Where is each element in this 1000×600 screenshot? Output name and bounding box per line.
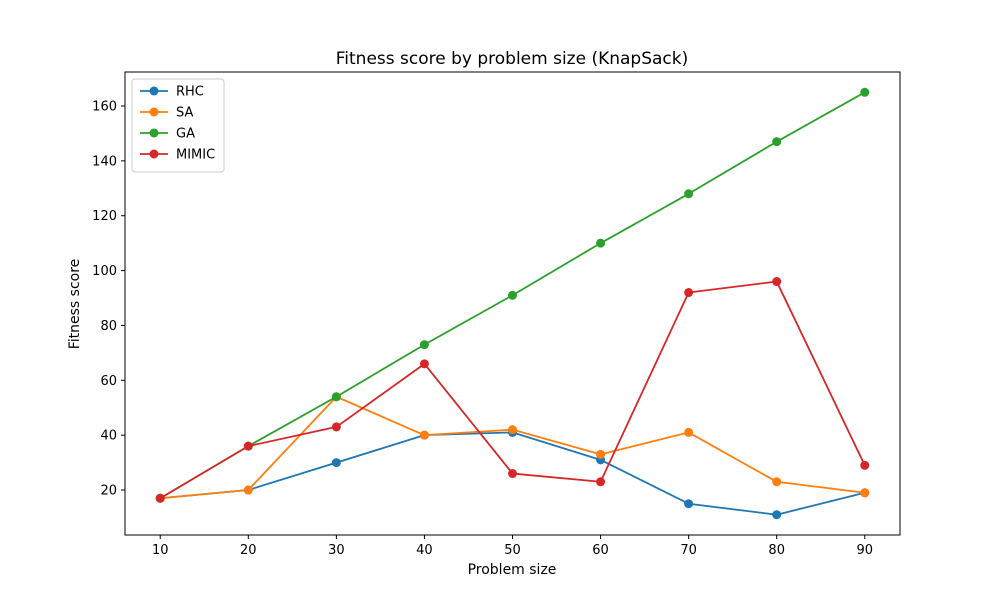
- data-point-sa: [596, 449, 606, 459]
- data-point-ga: [331, 392, 341, 402]
- x-tick-label: 90: [856, 543, 873, 558]
- data-point-mimic: [331, 422, 341, 432]
- data-point-rhc: [331, 458, 341, 468]
- data-point-sa: [772, 477, 782, 487]
- data-point-sa: [243, 485, 253, 495]
- data-point-sa: [419, 430, 429, 440]
- y-tick-label: 40: [100, 429, 117, 444]
- chart-title: Fitness score by problem size (KnapSack): [336, 49, 689, 69]
- data-point-mimic: [860, 460, 870, 470]
- data-point-sa: [860, 488, 870, 498]
- series-line-mimic: [159, 280, 866, 500]
- x-tick-label: 70: [680, 543, 697, 558]
- x-tick-label: 10: [152, 543, 169, 558]
- data-point-mimic: [508, 469, 517, 479]
- series-ga: [155, 87, 870, 503]
- y-axis: 20 40 60 80 100 120 140 160: [92, 100, 125, 499]
- data-point-mimic: [419, 359, 429, 369]
- data-point-ga: [419, 340, 429, 350]
- x-axis-title: Problem size: [468, 562, 557, 578]
- data-point-mimic: [596, 477, 606, 487]
- legend-box: [131, 78, 225, 173]
- x-tick-label: 60: [592, 543, 609, 558]
- data-point-sa: [684, 427, 694, 437]
- data-point-mimic: [155, 493, 165, 503]
- x-axis: 10 20 30 40 50 60 70 80 90: [152, 535, 873, 558]
- data-point-rhc: [684, 499, 694, 509]
- x-tick-label: 20: [240, 543, 257, 558]
- legend-marker-sa: [149, 107, 159, 117]
- data-point-mimic: [243, 441, 253, 451]
- series-mimic: [155, 277, 870, 503]
- plot-frame: [124, 71, 901, 536]
- legend-label-sa: SA: [176, 106, 193, 121]
- y-tick-label: 160: [92, 100, 117, 115]
- legend-label-ga: GA: [176, 127, 195, 142]
- legend-label-mimic: MIMIC: [176, 148, 215, 163]
- y-tick-label: 120: [92, 209, 117, 224]
- y-tick-label: 60: [100, 374, 117, 389]
- legend-marker-rhc: [149, 86, 159, 96]
- y-tick-label: 140: [92, 154, 117, 169]
- series-line-sa: [160, 395, 865, 500]
- legend-marker-mimic: [149, 149, 159, 159]
- data-point-sa: [508, 425, 517, 435]
- data-point-ga: [596, 238, 606, 248]
- legend-marker-ga: [149, 128, 159, 138]
- x-tick-label: 30: [328, 543, 345, 558]
- y-tick-label: 20: [100, 484, 117, 499]
- data-point-ga: [508, 290, 517, 300]
- legend: RHC SA GA MIMIC: [131, 78, 225, 173]
- data-point-ga: [684, 189, 694, 199]
- x-tick-label: 40: [416, 543, 433, 558]
- x-tick-label: 50: [504, 543, 521, 558]
- data-point-mimic: [684, 288, 694, 298]
- data-point-mimic: [772, 277, 782, 287]
- plot-area: [155, 87, 870, 520]
- y-tick-label: 100: [92, 264, 117, 279]
- data-point-ga: [772, 137, 782, 147]
- x-tick-label: 80: [768, 543, 785, 558]
- y-axis-title: Fitness score: [67, 259, 83, 350]
- data-point-ga: [860, 87, 870, 97]
- data-point-rhc: [772, 510, 782, 520]
- legend-label-rhc: RHC: [176, 85, 204, 100]
- y-tick-label: 80: [100, 319, 117, 334]
